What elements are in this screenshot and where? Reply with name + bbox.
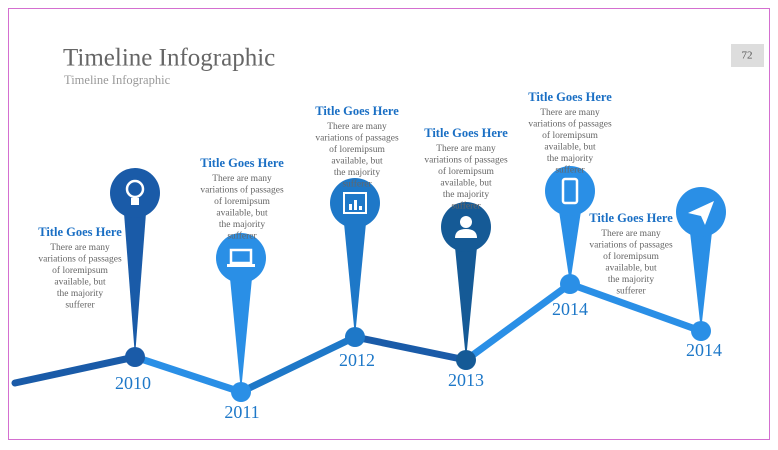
- timeline-segment: [237, 333, 359, 396]
- item-title: Title Goes Here: [200, 156, 284, 170]
- timeline-node: [560, 274, 580, 294]
- item-body-line: There are many: [50, 243, 110, 253]
- item-body-line: variations of passages: [200, 185, 284, 196]
- pin-stem: [124, 213, 146, 357]
- timeline-node: [345, 327, 365, 347]
- item-body-line: There are many: [540, 108, 600, 118]
- pin-stem: [559, 211, 581, 284]
- item-body-line: variations of passages: [424, 155, 508, 166]
- item-body-line: of loremipsum: [52, 265, 108, 276]
- timeline-node: [691, 321, 711, 341]
- item-body-line: the majority: [334, 168, 380, 178]
- item-body-line: available, but: [216, 209, 268, 219]
- item-body-line: variations of passages: [315, 133, 399, 144]
- icon-chart-bar: [349, 204, 352, 210]
- pin: [676, 187, 726, 331]
- icon-laptop: [229, 248, 253, 265]
- item-body-line: There are many: [436, 144, 496, 154]
- item-body-line: the majority: [219, 220, 265, 230]
- item-title: Title Goes Here: [528, 90, 612, 104]
- pin: [216, 233, 266, 392]
- pin: [441, 202, 491, 360]
- item-title: Title Goes Here: [424, 126, 508, 140]
- item-body-line: available, but: [544, 143, 596, 153]
- icon-bulb-base: [131, 198, 139, 205]
- item-body-line: sufferer: [342, 179, 372, 190]
- item-body-line: of loremipsum: [542, 130, 598, 141]
- item-year: 2014: [686, 340, 722, 360]
- item-year: 2014: [552, 299, 588, 319]
- item-body-line: There are many: [601, 229, 661, 239]
- pin: [110, 168, 160, 357]
- pin-stem: [455, 247, 477, 360]
- item-year: 2012: [339, 350, 375, 370]
- item-body-line: available, but: [331, 157, 383, 167]
- timeline-segment: [131, 353, 245, 396]
- item-body-line: of loremipsum: [329, 144, 385, 155]
- item-body-line: the majority: [57, 289, 103, 299]
- item-year: 2011: [224, 402, 259, 422]
- slide-subtitle: Timeline Infographic: [64, 73, 171, 87]
- timeline-segment: [11, 353, 139, 387]
- item-year: 2013: [448, 370, 484, 390]
- item-title: Title Goes Here: [38, 225, 122, 239]
- item-body-line: sufferer: [451, 201, 481, 212]
- timeline-segment: [462, 280, 574, 364]
- pin-head: [216, 233, 266, 283]
- item-year: 2010: [115, 373, 151, 393]
- item-title: Title Goes Here: [315, 104, 399, 118]
- icon-person-body: [455, 229, 477, 238]
- item-body-line: There are many: [327, 122, 387, 132]
- item-body-line: variations of passages: [589, 240, 673, 251]
- icon-chart-bar: [359, 206, 362, 210]
- item-body-line: available, but: [440, 179, 492, 189]
- item-body-line: available, but: [605, 264, 657, 274]
- item-body-line: available, but: [54, 278, 106, 288]
- item-body-line: sufferer: [555, 165, 585, 176]
- timeline-segment: [566, 280, 705, 335]
- icon-phone: [561, 177, 579, 205]
- item-title: Title Goes Here: [589, 211, 673, 225]
- icon-bulb: [125, 179, 145, 199]
- item-body-line: the majority: [547, 154, 593, 164]
- item-body-line: sufferer: [227, 231, 257, 242]
- pin: [330, 178, 380, 337]
- item-body-line: sufferer: [616, 286, 646, 297]
- item-body-line: variations of passages: [528, 119, 612, 130]
- pin-head: [545, 166, 595, 216]
- slide-title: Timeline Infographic: [63, 45, 275, 72]
- pin-stem: [344, 223, 366, 337]
- item-body-line: There are many: [212, 174, 272, 184]
- icon-person-head: [460, 216, 472, 228]
- timeline-node: [456, 350, 476, 370]
- item-body-line: of loremipsum: [603, 251, 659, 262]
- page-number-box: [731, 44, 764, 67]
- item-body-line: of loremipsum: [214, 196, 270, 207]
- timeline-segment: [351, 333, 470, 364]
- item-body-line: of loremipsum: [438, 166, 494, 177]
- icon-plane: [688, 201, 714, 225]
- icon-chart: [343, 192, 367, 214]
- item-body-line: variations of passages: [38, 254, 122, 265]
- timeline-node: [231, 382, 251, 402]
- pin-head: [110, 168, 160, 218]
- item-body-line: sufferer: [65, 300, 95, 311]
- page-number: 72: [742, 50, 753, 62]
- item-body-line: the majority: [443, 190, 489, 200]
- pin-stem: [690, 232, 712, 331]
- icon-laptop-base: [227, 264, 255, 267]
- icon-chart-bar: [354, 200, 357, 210]
- pin: [545, 166, 595, 284]
- timeline-node: [125, 347, 145, 367]
- pin-stem: [230, 278, 252, 392]
- item-body-line: the majority: [608, 275, 654, 285]
